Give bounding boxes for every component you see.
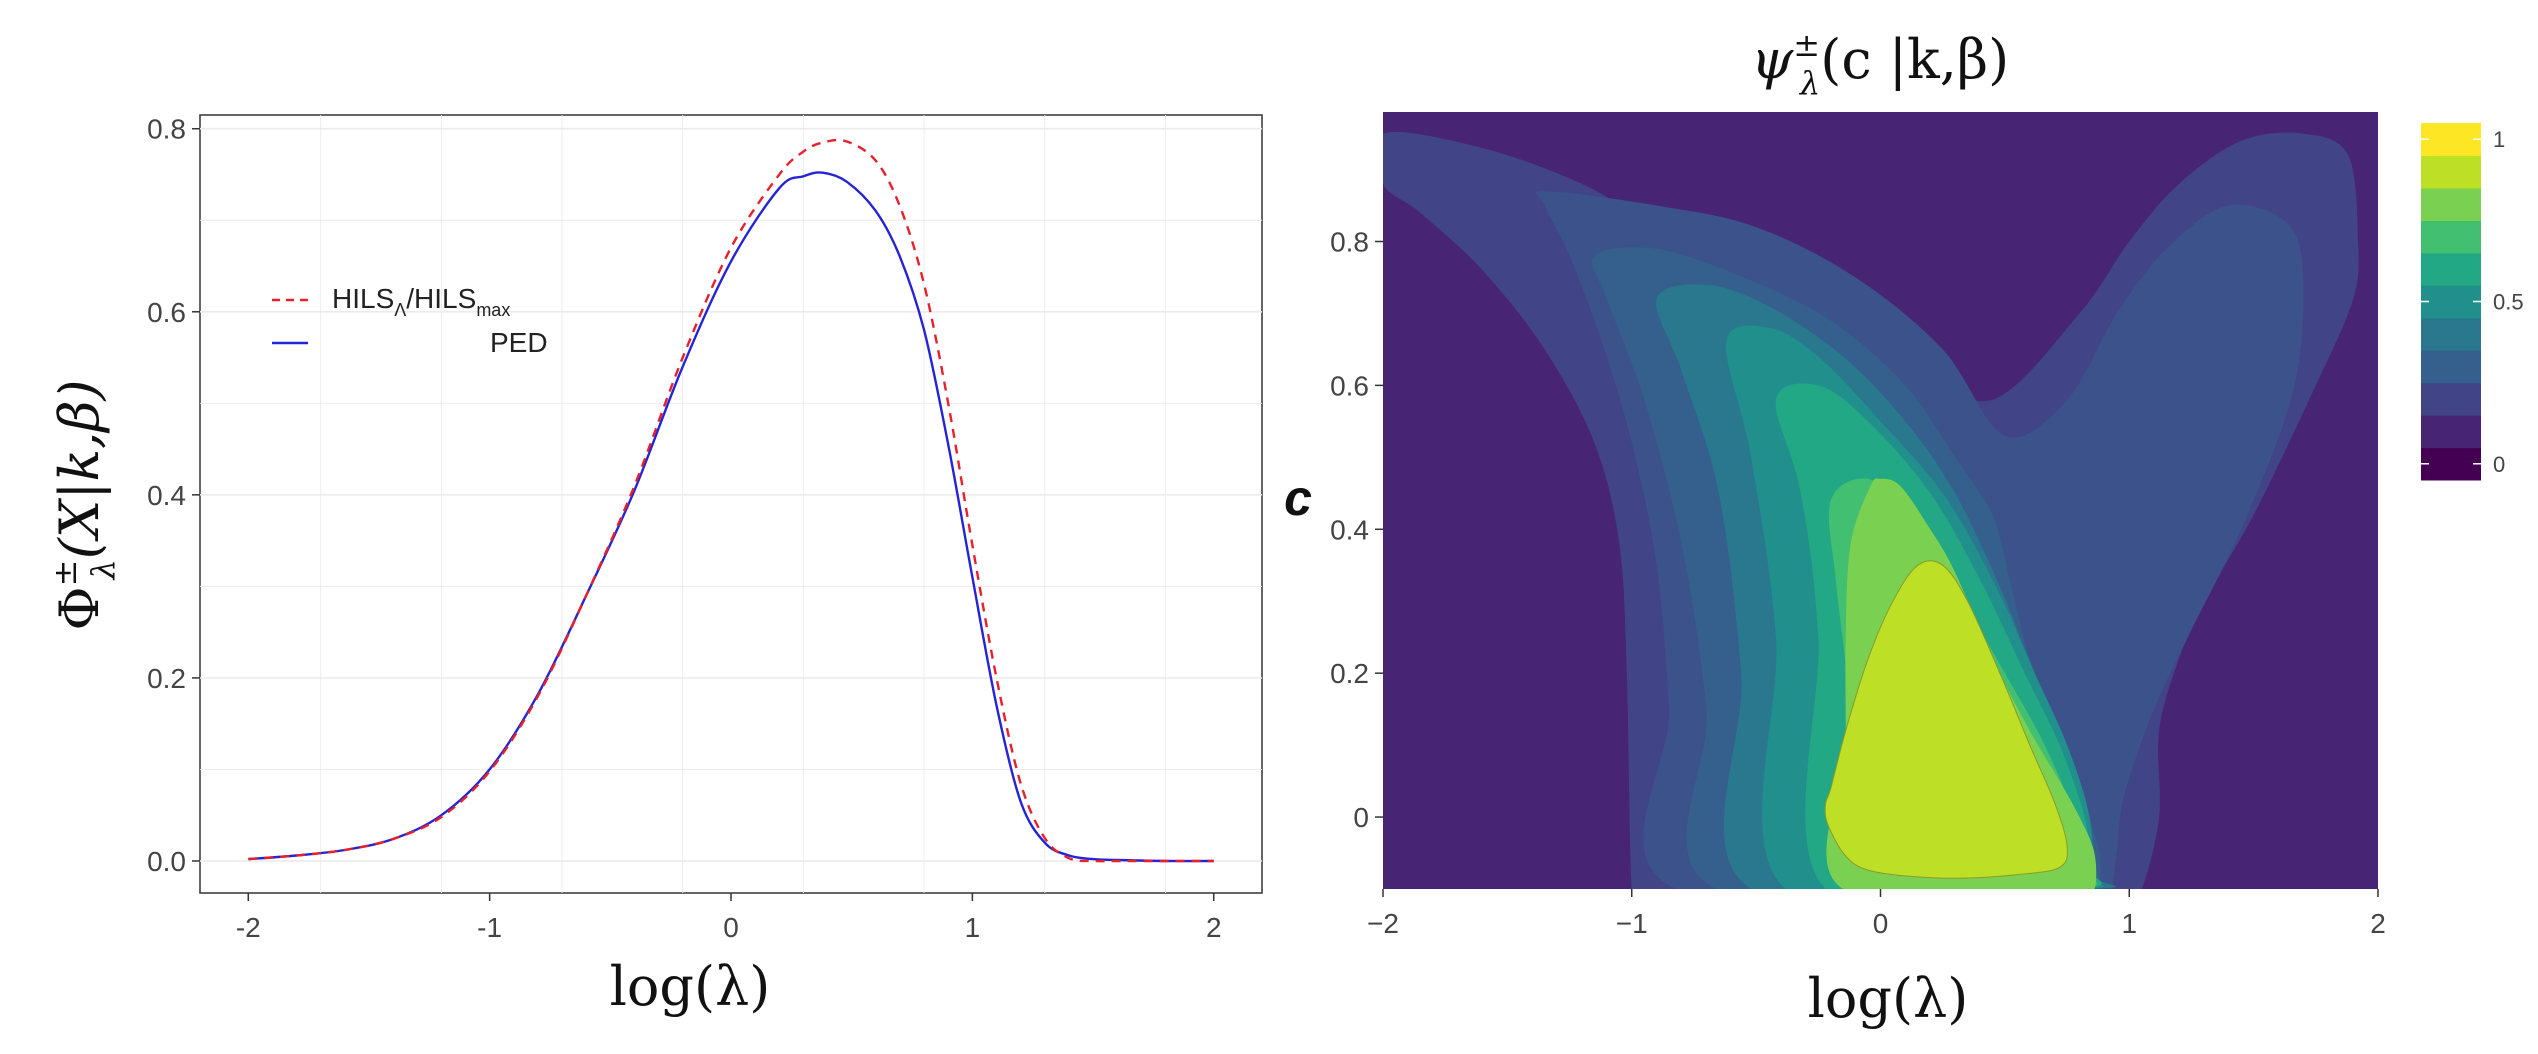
right-y-tick-label: 0 — [1353, 802, 1369, 833]
left-y-tick-label: 0.8 — [147, 114, 186, 145]
colorbar-step — [2421, 447, 2481, 481]
left-y-tick-label: 0.6 — [147, 297, 186, 328]
colorbar-step — [2421, 252, 2481, 286]
colorbar-ticks: 00.51 — [2421, 127, 2524, 477]
left-legend: HILSΛ/HILSmax PED — [272, 283, 548, 358]
colorbar-tick-label: 1 — [2493, 127, 2505, 152]
colorbar-steps — [2421, 123, 2481, 481]
colorbar-step — [2421, 123, 2481, 156]
legend-label-ped: PED — [490, 327, 548, 358]
right-chart-title: ψ± λ(c |k,β) — [1751, 26, 2009, 102]
right-x-tick-label: −2 — [1367, 908, 1399, 939]
colorbar-tick-label: 0 — [2493, 452, 2505, 477]
colorbar: 00.51 — [2421, 123, 2524, 481]
left-x-axis-title: log(λ) — [610, 955, 771, 1018]
left-x-tick-label: 1 — [965, 912, 981, 943]
left-y-tick-label: 0.0 — [147, 846, 186, 877]
line-ped — [248, 171, 1214, 863]
right-y-tick-label: 0.8 — [1330, 227, 1369, 258]
right-x-tick-label: 1 — [2121, 908, 2137, 939]
right-y-axis-title: c — [1284, 470, 1312, 526]
left-series — [248, 138, 1214, 863]
left-x-tick-label: 0 — [723, 912, 739, 943]
colorbar-step — [2421, 415, 2481, 449]
colorbar-step — [2421, 285, 2481, 319]
colorbar-step — [2421, 187, 2481, 221]
colorbar-step — [2421, 317, 2481, 351]
right-x-axis-title: log(λ) — [1808, 967, 1969, 1030]
contour-regions — [1383, 131, 2359, 889]
left-plot-panel — [199, 114, 1263, 894]
right-x-tick-label: 0 — [1873, 908, 1889, 939]
left-grid — [200, 115, 1262, 893]
colorbar-step — [2421, 155, 2481, 189]
colorbar-tick-label: 0.5 — [2493, 290, 2524, 315]
left-x-tick-label: -1 — [477, 912, 502, 943]
contour-level-1 — [1824, 560, 2068, 879]
colorbar-step — [2421, 220, 2481, 254]
right-contour-chart: −2 −1 0 1 200.20.40.60.8 00.51 ψ± λ(c |k,β) l… — [1284, 26, 2524, 1030]
colorbar-step — [2421, 350, 2481, 384]
left-y-tick-label: 0.4 — [147, 480, 186, 511]
right-x-tick-label: −1 — [1616, 908, 1648, 939]
right-x-tick-label: 2 — [2370, 908, 2386, 939]
left-y-tick-label: 0.2 — [147, 663, 186, 694]
right-y-tick-label: 0.6 — [1330, 370, 1369, 401]
right-axes: −2 −1 0 1 2 0 0.2 0.4 0.6 0.8 — [1330, 227, 2386, 940]
left-x-tick-label: 2 — [1206, 912, 1222, 943]
line-hilshilsmax — [248, 138, 1214, 863]
left-y-axis-title: Φ±λ(X|k,β) — [46, 379, 122, 630]
right-y-tick-label: 0.2 — [1330, 658, 1369, 689]
left-x-tick-label: -2 — [236, 912, 261, 943]
colorbar-step — [2421, 382, 2481, 416]
left-line-chart: -2 -1 0 1 2 0.0 0.2 0.4 0.6 0.8 HILSΛ/HILSmax PED… — [46, 114, 1263, 1018]
right-y-tick-label: 0.4 — [1330, 514, 1369, 545]
legend-label-hils: HILSΛ/HILSmax — [332, 283, 510, 320]
left-axes: -2 -1 0 1 2 0.0 0.2 0.4 0.6 0.8 — [147, 114, 1221, 943]
